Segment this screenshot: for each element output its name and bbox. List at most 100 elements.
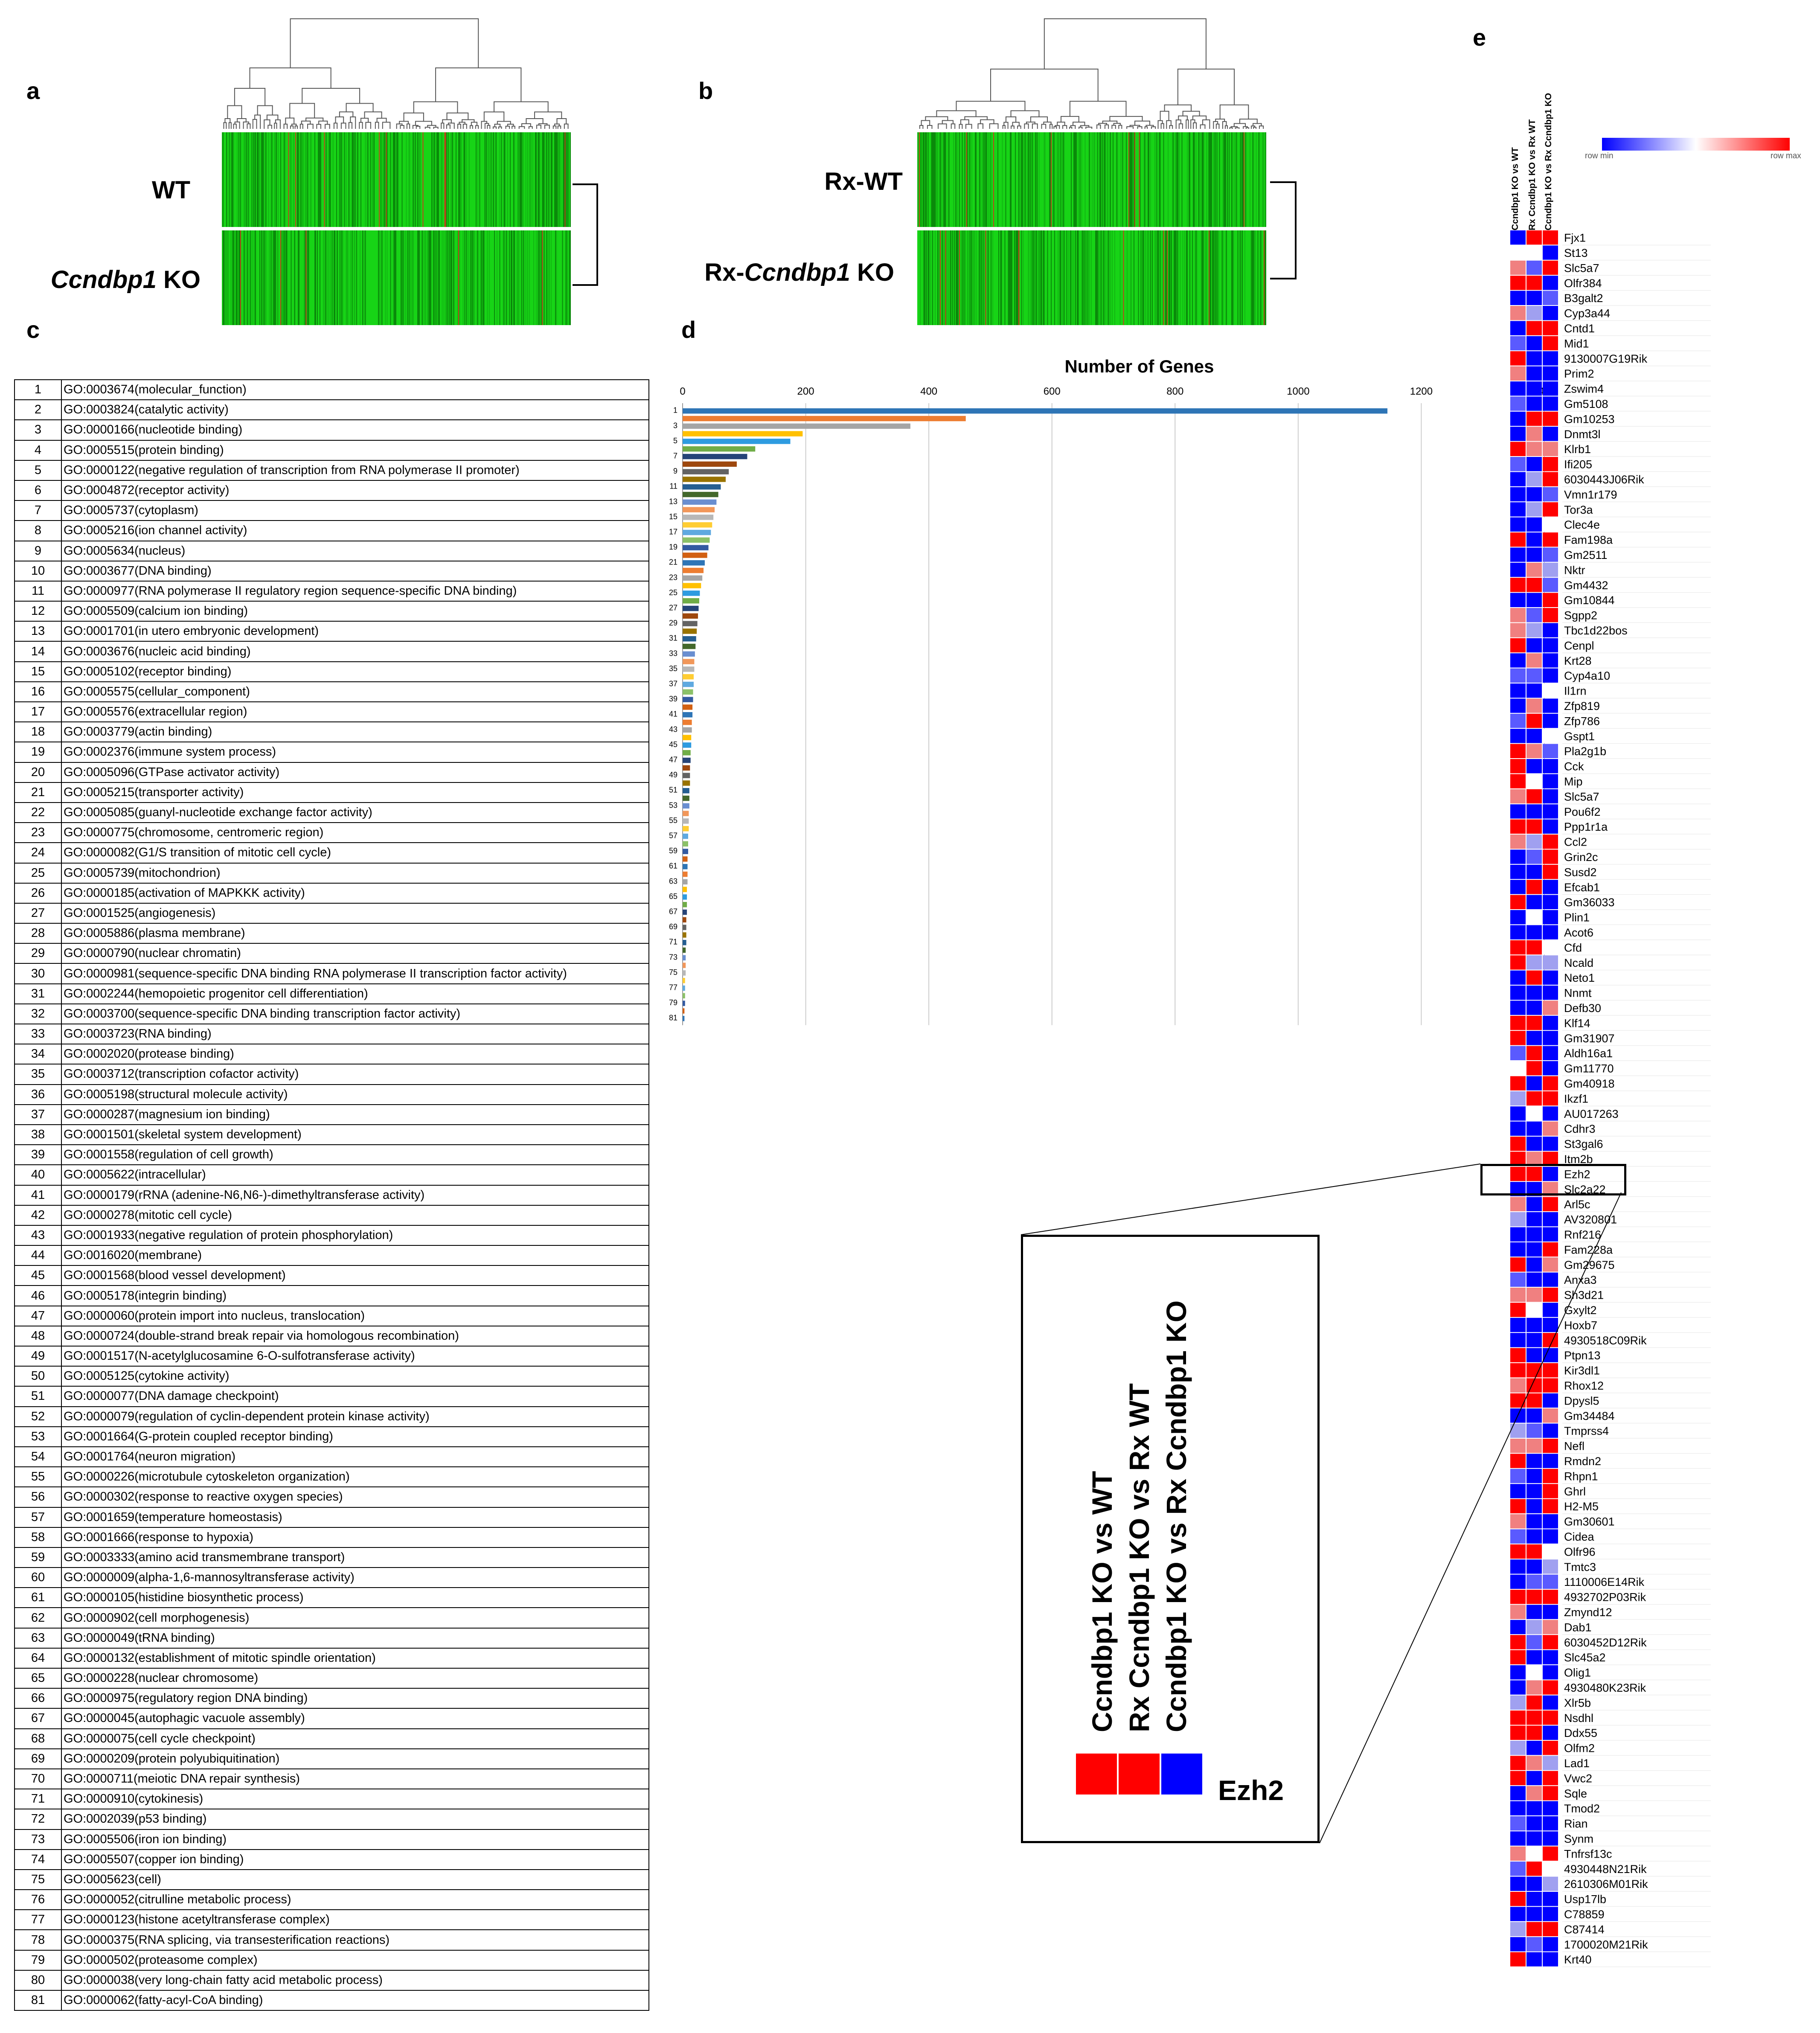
gene-label: Tor3a [1564, 503, 1593, 516]
heatmap-cell [1543, 411, 1558, 426]
zoom-cell-ko-vs-wt [1076, 1754, 1117, 1795]
go-term-cell: GO:0005576(extracellular region) [61, 701, 649, 723]
bar [683, 925, 686, 930]
heatmap-cell [1526, 653, 1542, 668]
bar [683, 879, 688, 885]
row-label-rx-wt: Rx-WT [824, 168, 903, 195]
y-tick-label: 79 [669, 998, 677, 1007]
dendrogram-branch [989, 123, 999, 129]
go-term-index: 61 [14, 1587, 62, 1608]
heatmap-cell [1510, 804, 1526, 819]
heatmap-cell [1510, 1076, 1526, 1091]
heatmap-cell [1510, 986, 1526, 1000]
dendrogram-branch [1215, 119, 1225, 122]
y-tick-label: 7 [673, 451, 677, 460]
gene-label: Slc5a7 [1564, 262, 1599, 274]
table-row: 19 GO:0002376(immune system process) [14, 742, 649, 763]
heatmap-cell [1543, 1695, 1558, 1710]
dendrogram-branch [484, 123, 489, 129]
heatmap-cell [1510, 276, 1526, 290]
go-term-cell: GO:0001501(skeletal system development) [61, 1124, 649, 1146]
go-term-cell: GO:0003333(amino acid transmembrane tran… [61, 1547, 649, 1568]
go-term-index: 19 [14, 742, 62, 763]
heatmap-cell [1543, 940, 1558, 955]
heatmap-cell [1543, 986, 1558, 1000]
y-tick-label: 45 [669, 740, 677, 749]
heatmap-cell [1510, 336, 1526, 351]
go-term-cell: GO:0003712(transcription cofactor activi… [61, 1064, 649, 1085]
go-term-index: 32 [14, 1003, 62, 1025]
heatmap-cell [1526, 472, 1542, 486]
heatmap-cell [1543, 1861, 1558, 1876]
go-term-cell: GO:0005622(intracellular) [61, 1164, 649, 1186]
heatmap-cell [1510, 789, 1526, 804]
dendrogram-branch [299, 123, 303, 129]
go-term-index: 47 [14, 1305, 62, 1326]
go-term-index: 68 [14, 1728, 62, 1749]
heatmap-cell [1510, 955, 1526, 970]
dendrogram-branch [990, 68, 1099, 102]
heatmap-cell [1526, 1725, 1542, 1740]
heatmap-cell [1543, 1756, 1558, 1770]
heatmap-cell [1543, 1605, 1558, 1619]
gene-label: Zfp786 [1564, 715, 1600, 727]
heatmap-cell [1510, 411, 1526, 426]
heatmap-cell [1543, 1620, 1558, 1635]
heatmap-cell [1526, 396, 1542, 411]
bar [683, 811, 689, 816]
heatmap-cell [1526, 517, 1542, 532]
bar [683, 909, 687, 915]
dendrogram-a [223, 18, 569, 129]
heatmap-cell [1510, 1393, 1526, 1408]
bar [683, 674, 694, 680]
dendrogram-branch [1098, 122, 1108, 125]
gene-label: St13 [1564, 247, 1588, 259]
gene-label: Ezh2 [1564, 1168, 1590, 1181]
heatmap-cell [1526, 1771, 1542, 1786]
heatmap-cell [1526, 895, 1542, 909]
table-row: 51 GO:0000077(DNA damage checkpoint) [14, 1386, 649, 1407]
go-term-cell: GO:0000981(sequence-specific DNA binding… [61, 963, 649, 984]
heatmap-cell [1510, 608, 1526, 622]
dendrogram-branch [977, 123, 983, 129]
gene-label: 1700020M21Rik [1564, 1938, 1648, 1951]
bar [683, 932, 686, 938]
x-tick-label: 600 [1044, 386, 1061, 397]
bar [683, 659, 695, 664]
heatmap-cell [1543, 1559, 1558, 1574]
heatmap-cell [1510, 1605, 1526, 1619]
table-row: 4 GO:0005515(protein binding) [14, 439, 649, 461]
y-tick-label: 61 [669, 862, 677, 870]
bar [683, 978, 685, 983]
gene-label: Ncald [1564, 957, 1593, 969]
table-row: 30 GO:0000981(sequence-specific DNA bindi… [14, 963, 649, 984]
cluster-bracket-a [573, 183, 598, 286]
dendrogram-branch [415, 121, 432, 125]
bar [683, 522, 712, 528]
heatmap-cell [1543, 1091, 1558, 1106]
dendrogram-branch [382, 122, 391, 129]
heatmap-cell [1526, 1212, 1542, 1227]
heatmap-cell [1510, 381, 1526, 396]
go-term-cell: GO:0005886(plasma membrane) [61, 923, 649, 944]
heatmap-cell [1543, 1121, 1558, 1136]
dendrogram-branch [1109, 116, 1143, 121]
y-tick-label: 81 [669, 1014, 677, 1022]
gene-label: Defb30 [1564, 1002, 1601, 1015]
bar [683, 560, 705, 566]
dendrogram-branch [340, 122, 346, 129]
gene-label: Sqle [1564, 1787, 1587, 1800]
heatmap-cell [1543, 1650, 1558, 1664]
gene-label: 4930448N21Rik [1564, 1863, 1647, 1876]
table-row: 23 GO:0000775(chromosome, centromeric reg… [14, 822, 649, 843]
gene-label: C78859 [1564, 1908, 1605, 1921]
gene-label: Cdhr3 [1564, 1123, 1596, 1135]
gene-label: Olig1 [1564, 1667, 1591, 1679]
gene-label: Nktr [1564, 564, 1585, 576]
heatmap-cell [1526, 366, 1542, 381]
table-row: 75 GO:0005623(cell) [14, 1869, 649, 1890]
heatmap-cell [1543, 1469, 1558, 1483]
heatmap-cell [1526, 306, 1542, 320]
heatmap-cell [1526, 1695, 1542, 1710]
gene-label: Olfr96 [1564, 1545, 1596, 1558]
